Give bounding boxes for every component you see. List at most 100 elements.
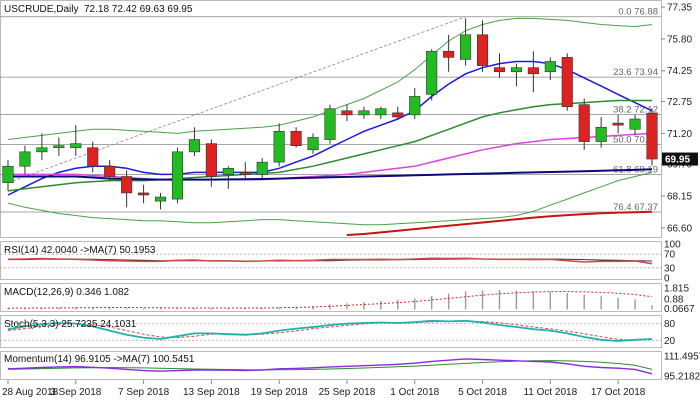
panel-frames — [0, 0, 662, 380]
candle-body-38 — [646, 112, 658, 160]
candle-body-19 — [324, 108, 336, 140]
main-panel-frame — [0, 0, 662, 238]
candle-body-21 — [358, 110, 370, 116]
candle-body-12 — [205, 143, 217, 177]
last-price-marker: 69.95 — [662, 152, 698, 166]
rsi-header: RSI(14) 42.0040 ->MA(7) 50.1953 — [4, 245, 156, 256]
price-tick-label-1: 75.80 — [667, 34, 692, 45]
trendline — [7, 16, 466, 184]
x-tick-label-4: 19 Sep 2018 — [251, 387, 308, 398]
candle-body-7 — [121, 176, 133, 194]
candle-body-1 — [19, 151, 31, 167]
overlay-ma-green — [7, 99, 652, 192]
macd-header: MACD(12,26,9) 0.346 1.082 — [4, 287, 130, 298]
momentum-tick-0: 111.4957 — [664, 351, 700, 362]
overlay-ma-navy — [8, 168, 653, 181]
overlay-ma-magenta — [8, 132, 653, 181]
price-tick-label-3: 72.75 — [667, 97, 692, 108]
stoch-k-line — [7, 319, 653, 342]
candle-body-2 — [36, 147, 48, 153]
momentum-ma-line — [7, 360, 653, 371]
x-tick-label-0: 28 Aug 2018 — [2, 387, 59, 398]
macd-signal-line — [7, 290, 653, 309]
stoch-tick-0: 80 — [664, 319, 676, 330]
candle-body-0 — [2, 165, 14, 183]
rsi-line — [7, 257, 653, 265]
candle-layer — [2, 18, 658, 210]
candle-body-3 — [53, 145, 65, 149]
x-tick-label-1: 3 Sep 2018 — [50, 387, 102, 398]
candle-body-25 — [426, 50, 438, 95]
candle-body-31 — [527, 67, 539, 75]
price-tick-label-6: 68.15 — [667, 192, 692, 203]
last-price-label: 69.95 — [665, 155, 690, 166]
candle-body-34 — [578, 104, 590, 142]
chart-symbol: USCRUDE,Daily — [4, 4, 78, 15]
momentum-header: Momentum(14) 96.9105 ->MA(7) 100.5451 — [4, 354, 195, 365]
overlay-bb-lower — [7, 171, 653, 226]
candle-body-32 — [544, 61, 556, 73]
candle-body-15 — [256, 161, 268, 175]
candle-body-4 — [70, 143, 82, 149]
rsi-tick-2: 30 — [664, 263, 676, 274]
candle-body-37 — [629, 118, 641, 130]
candle-body-16 — [273, 131, 285, 163]
candle-body-28 — [476, 34, 489, 66]
price-tick-label-0: 77.35 — [667, 3, 692, 14]
price-tick-label-4: 71.20 — [667, 129, 692, 140]
candle-body-8 — [138, 192, 150, 196]
candle-body-18 — [307, 137, 319, 151]
candle-body-27 — [460, 34, 472, 60]
rsi-panel-frame — [0, 241, 662, 280]
price-tick-label-2: 74.25 — [667, 66, 692, 77]
candle-body-14 — [239, 172, 251, 175]
candle-body-5 — [87, 147, 99, 167]
stoch-tick-1: 20 — [664, 336, 676, 347]
last-price-bg — [662, 152, 698, 166]
fib-label-0: 0.0 76.88 — [618, 7, 658, 18]
x-tick-label-9: 17 Oct 2018 — [591, 387, 646, 398]
momentum-panel-frame — [0, 351, 662, 380]
stoch-panel-frame — [0, 315, 662, 348]
candle-body-24 — [409, 96, 421, 116]
candle-body-35 — [595, 126, 607, 142]
fib-label-1: 23.6 73.94 — [613, 67, 658, 78]
x-tick-label-8: 11 Oct 2018 — [523, 387, 577, 398]
candle-body-36 — [612, 122, 624, 126]
rsi-tick-3: 0 — [664, 274, 670, 285]
rsi-tick-1: 70 — [664, 250, 676, 261]
x-tick-label-6: 1 Oct 2018 — [390, 387, 439, 398]
stoch-header: Stoch(5,3,3) 25.7235 24.1031 — [4, 319, 137, 330]
candle-body-26 — [443, 50, 455, 58]
x-tick-label-2: 7 Sep 2018 — [118, 387, 170, 398]
candle-body-20 — [341, 110, 353, 116]
overlay-ma-red — [346, 210, 653, 236]
candle-body-10 — [171, 151, 184, 200]
candle-body-22 — [375, 108, 387, 116]
candle-body-6 — [104, 165, 116, 177]
overlay-layer — [7, 17, 653, 236]
candle-body-13 — [222, 167, 234, 175]
macd-tick-0: 1.815 — [664, 284, 689, 295]
chart-ohlc: 72.18 72.42 69.63 69.95 — [84, 4, 193, 15]
macd-tick-1: 0.88 — [664, 295, 684, 306]
candle-body-17 — [290, 131, 302, 146]
candle-body-30 — [510, 67, 522, 73]
macd-tick-2: 0.0667 — [664, 304, 695, 315]
fib-label-3: 50.0 70.66 — [613, 134, 658, 145]
x-tick-label-7: 5 Oct 2018 — [458, 387, 507, 398]
macd-panel-frame — [0, 283, 662, 312]
momentum-line — [7, 358, 653, 375]
x-tick-label-5: 25 Sep 2018 — [319, 387, 376, 398]
candle-body-11 — [188, 139, 200, 153]
x-tick-label-3: 13 Sep 2018 — [183, 387, 240, 398]
overlay-ma-blue — [7, 60, 653, 196]
fib-label-2: 38.2 72.12 — [613, 104, 658, 115]
fib-label-5: 76.4 67.37 — [613, 202, 658, 213]
candle-body-23 — [392, 112, 404, 118]
